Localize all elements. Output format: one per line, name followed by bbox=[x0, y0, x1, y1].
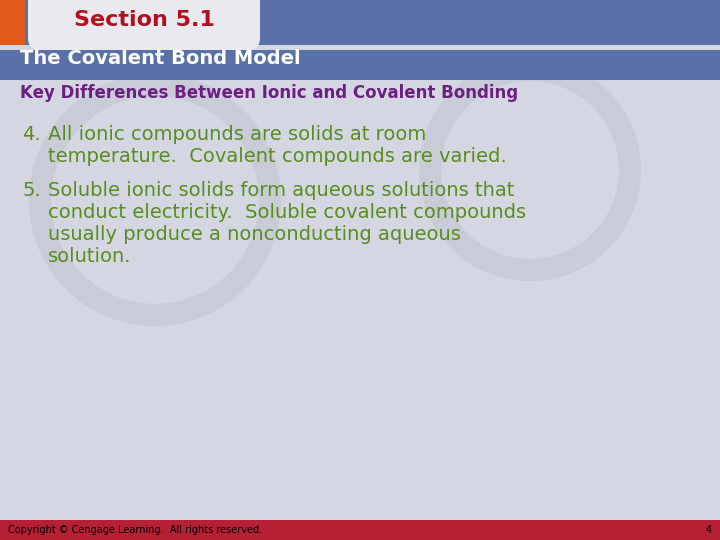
Bar bbox=[0, 520, 720, 540]
FancyBboxPatch shape bbox=[28, 0, 260, 50]
Text: Soluble ionic solids form aqueous solutions that: Soluble ionic solids form aqueous soluti… bbox=[48, 181, 514, 200]
Bar bbox=[0, 0, 25, 45]
Text: usually produce a nonconducting aqueous: usually produce a nonconducting aqueous bbox=[48, 225, 461, 244]
Text: solution.: solution. bbox=[48, 247, 132, 266]
Text: The Covalent Bond Model: The Covalent Bond Model bbox=[20, 49, 301, 68]
Text: Key Differences Between Ionic and Covalent Bonding: Key Differences Between Ionic and Covale… bbox=[20, 84, 518, 102]
Bar bbox=[0, 50, 720, 80]
Text: conduct electricity.  Soluble covalent compounds: conduct electricity. Soluble covalent co… bbox=[48, 203, 526, 222]
Text: All ionic compounds are solids at room: All ionic compounds are solids at room bbox=[48, 125, 426, 144]
Text: 4.: 4. bbox=[22, 125, 40, 144]
Text: Copyright © Cengage Learning.  All rights reserved.: Copyright © Cengage Learning. All rights… bbox=[8, 525, 262, 535]
Text: 5.: 5. bbox=[22, 181, 41, 200]
Text: temperature.  Covalent compounds are varied.: temperature. Covalent compounds are vari… bbox=[48, 147, 507, 166]
Bar bbox=[0, 0, 720, 45]
Text: Section 5.1: Section 5.1 bbox=[73, 10, 215, 30]
Text: 4: 4 bbox=[706, 525, 712, 535]
